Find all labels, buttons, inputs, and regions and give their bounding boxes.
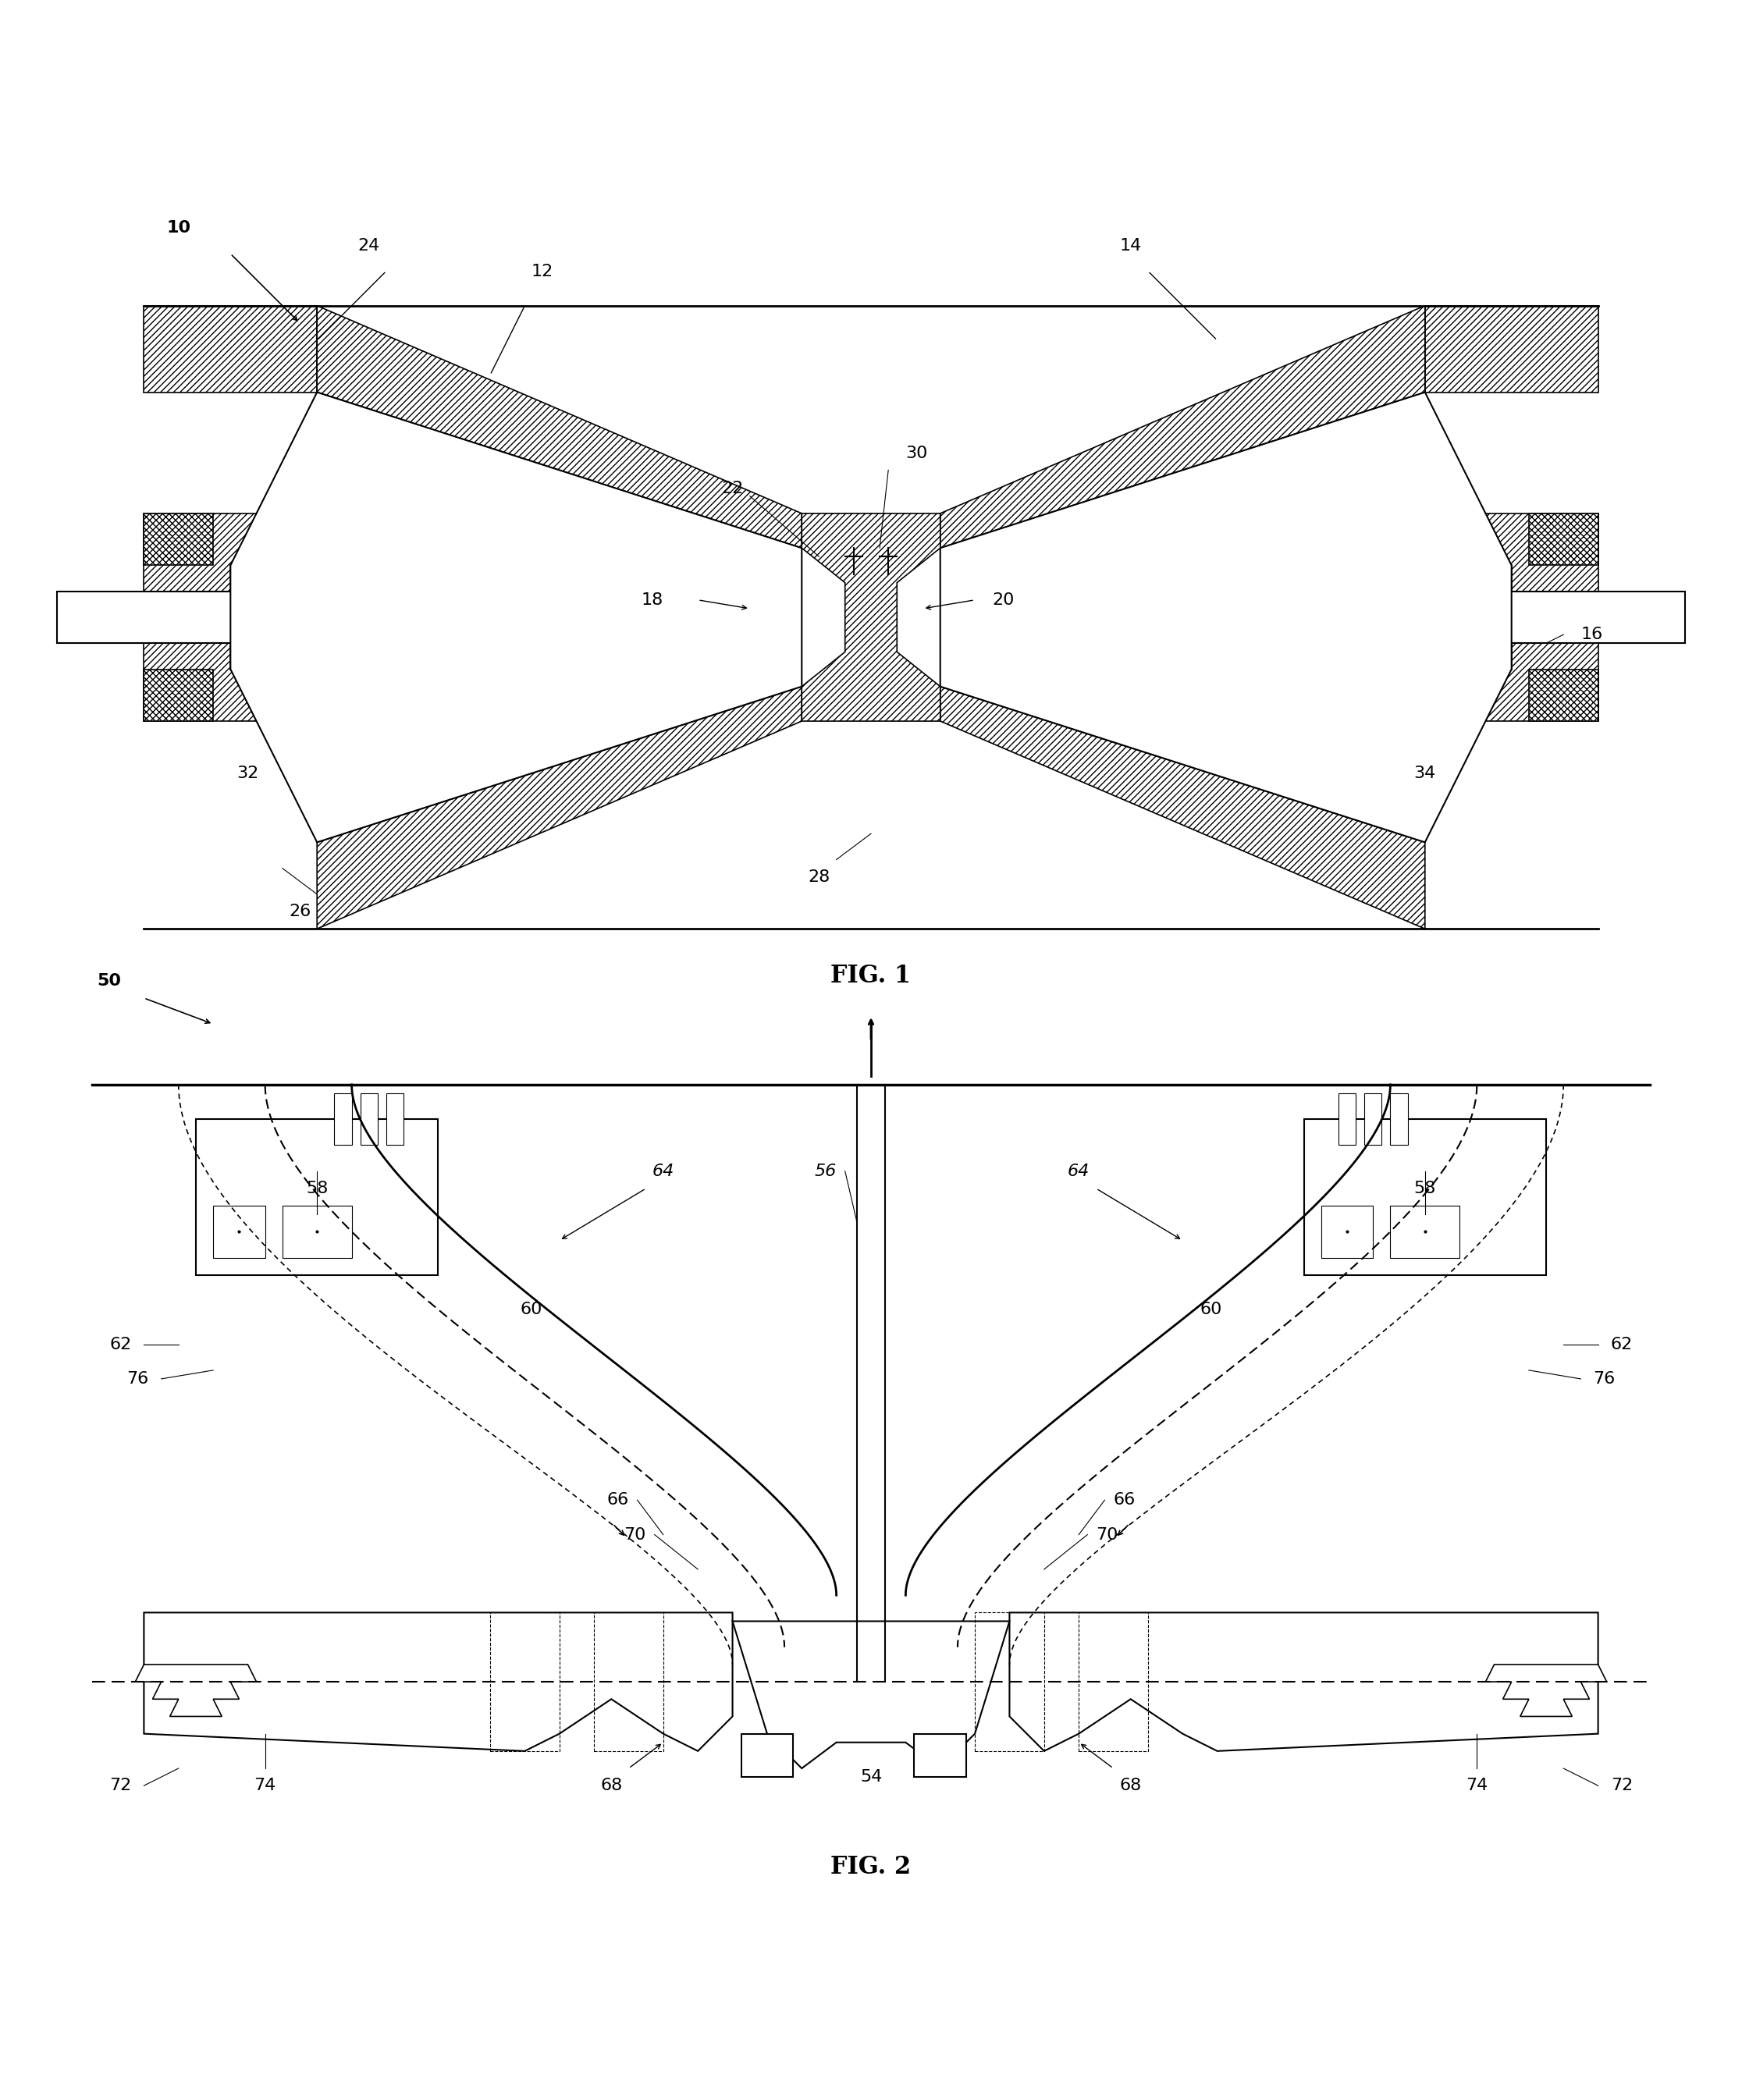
Text: 34: 34 (1415, 764, 1435, 781)
Text: 24: 24 (357, 237, 380, 254)
FancyBboxPatch shape (1425, 592, 1685, 643)
Text: 74: 74 (254, 1779, 277, 1793)
Polygon shape (317, 687, 801, 928)
Polygon shape (145, 307, 317, 393)
Text: 70: 70 (624, 1527, 646, 1544)
Text: 64: 64 (1068, 1163, 1090, 1178)
FancyBboxPatch shape (1364, 1094, 1381, 1144)
Text: 14: 14 (1120, 237, 1141, 254)
Text: 12: 12 (531, 265, 554, 279)
Polygon shape (145, 670, 213, 720)
Text: 76: 76 (127, 1371, 148, 1386)
Text: 20: 20 (993, 592, 1014, 607)
Text: FIG. 2: FIG. 2 (831, 1854, 911, 1879)
Text: 72: 72 (110, 1779, 131, 1793)
Text: 10: 10 (167, 220, 190, 235)
FancyBboxPatch shape (195, 1119, 439, 1275)
Polygon shape (145, 512, 213, 565)
FancyBboxPatch shape (57, 592, 317, 643)
Polygon shape (145, 1613, 732, 1751)
FancyBboxPatch shape (334, 1094, 352, 1144)
FancyBboxPatch shape (915, 1735, 967, 1777)
Text: 68: 68 (601, 1779, 622, 1793)
Text: 60: 60 (519, 1302, 542, 1317)
Text: 50: 50 (98, 972, 122, 989)
Text: 76: 76 (1594, 1371, 1615, 1386)
Polygon shape (732, 1621, 1010, 1768)
Polygon shape (1529, 670, 1597, 720)
Text: 62: 62 (110, 1336, 131, 1352)
Polygon shape (941, 307, 1425, 548)
Text: 26: 26 (289, 903, 310, 920)
Polygon shape (317, 307, 801, 548)
FancyBboxPatch shape (1320, 1205, 1373, 1258)
FancyBboxPatch shape (361, 1094, 378, 1144)
Text: 70: 70 (1096, 1527, 1118, 1544)
FancyBboxPatch shape (1338, 1094, 1355, 1144)
Text: 66: 66 (606, 1493, 629, 1508)
Text: 32: 32 (237, 764, 260, 781)
Text: 66: 66 (1113, 1493, 1136, 1508)
FancyBboxPatch shape (282, 1205, 352, 1258)
Text: 58: 58 (1415, 1180, 1435, 1197)
Text: 58: 58 (307, 1180, 327, 1197)
Text: 30: 30 (906, 445, 928, 462)
Text: 64: 64 (652, 1163, 674, 1178)
Text: 68: 68 (1120, 1779, 1141, 1793)
Polygon shape (941, 393, 1512, 842)
FancyBboxPatch shape (213, 1205, 265, 1258)
Text: 62: 62 (1611, 1336, 1632, 1352)
Polygon shape (1529, 512, 1597, 565)
Text: FIG. 1: FIG. 1 (831, 964, 911, 987)
FancyBboxPatch shape (387, 1094, 404, 1144)
Polygon shape (136, 1665, 256, 1716)
Text: 74: 74 (1465, 1779, 1488, 1793)
Text: 22: 22 (721, 481, 744, 496)
Text: 18: 18 (641, 592, 664, 607)
Polygon shape (1486, 1665, 1606, 1716)
Polygon shape (801, 512, 941, 720)
FancyBboxPatch shape (1390, 1205, 1460, 1258)
Polygon shape (1010, 1613, 1597, 1751)
Text: 72: 72 (1611, 1779, 1632, 1793)
FancyBboxPatch shape (1390, 1094, 1408, 1144)
Polygon shape (941, 687, 1425, 928)
Polygon shape (1425, 307, 1597, 393)
Polygon shape (1425, 512, 1597, 720)
FancyBboxPatch shape (1303, 1119, 1547, 1275)
Text: 54: 54 (861, 1768, 881, 1785)
Text: 16: 16 (1580, 626, 1603, 643)
Text: 60: 60 (1200, 1302, 1223, 1317)
Polygon shape (145, 512, 317, 720)
Text: 56: 56 (814, 1163, 836, 1178)
Polygon shape (230, 393, 801, 842)
FancyBboxPatch shape (740, 1735, 793, 1777)
Text: 28: 28 (808, 869, 831, 884)
